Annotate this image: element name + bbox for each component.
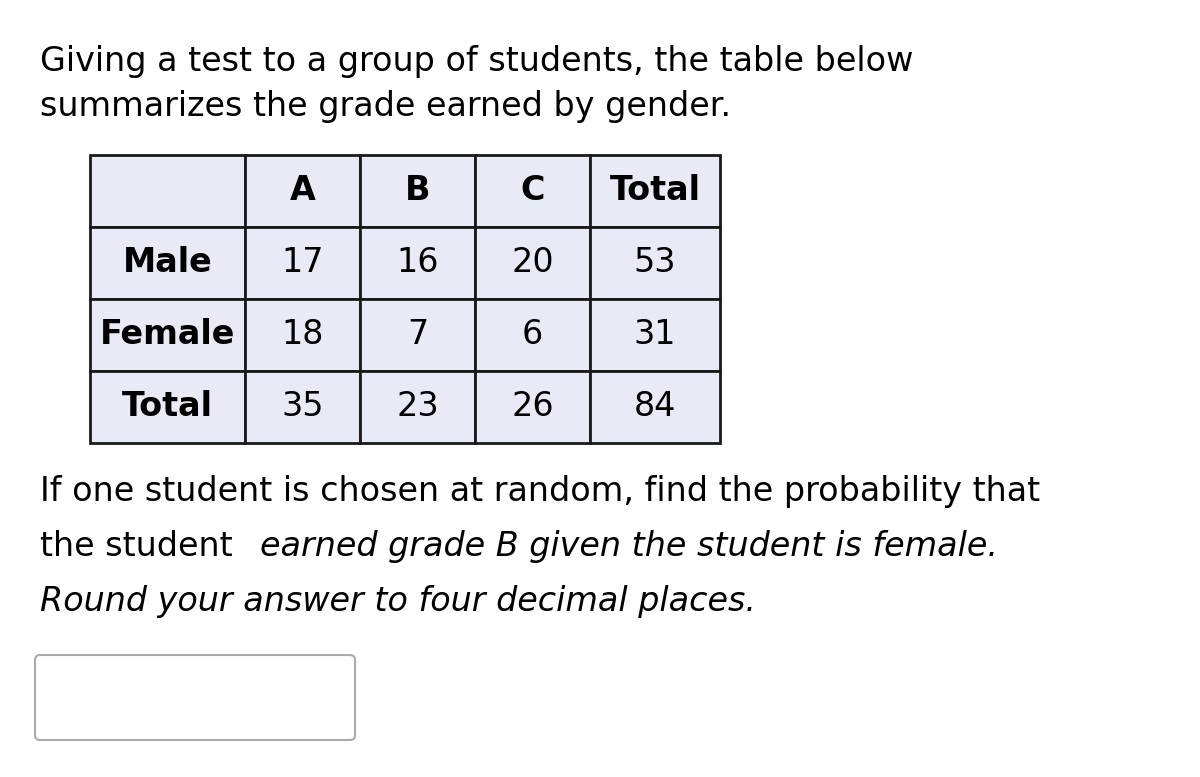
Text: the student: the student [40,530,244,563]
Bar [90,155,245,227]
Bar [475,371,590,443]
Bar [245,227,360,299]
Bar [590,227,720,299]
Bar [475,155,590,227]
Bar [90,371,245,443]
Text: 23: 23 [396,391,439,423]
Text: 26: 26 [511,391,554,423]
Text: If one student is chosen at random, find the probability that: If one student is chosen at random, find… [40,475,1040,508]
Bar [360,371,475,443]
Text: earned grade B given the student is female.: earned grade B given the student is fema… [260,530,998,563]
Text: 20: 20 [511,246,554,280]
FancyBboxPatch shape [35,655,355,740]
Bar [475,299,590,371]
Bar [245,371,360,443]
Text: Giving a test to a group of students, the table below: Giving a test to a group of students, th… [40,45,913,78]
Bar [245,155,360,227]
Text: Male: Male [122,246,212,280]
Text: 31: 31 [634,319,677,351]
Text: Total: Total [122,391,214,423]
Bar [90,299,245,371]
Bar [360,299,475,371]
Text: Female: Female [100,319,235,351]
Bar [590,155,720,227]
Text: 6: 6 [522,319,544,351]
Text: 7: 7 [407,319,428,351]
Bar [360,227,475,299]
Text: Round your answer to four decimal places.: Round your answer to four decimal places… [40,585,756,618]
Text: C: C [521,175,545,207]
Text: B: B [404,175,431,207]
Text: 17: 17 [281,246,324,280]
Bar [360,155,475,227]
Text: summarizes the grade earned by gender.: summarizes the grade earned by gender. [40,90,731,123]
Text: 53: 53 [634,246,677,280]
Bar [475,227,590,299]
Bar [245,299,360,371]
Bar [590,299,720,371]
Text: Total: Total [610,175,701,207]
Bar [90,227,245,299]
Text: 18: 18 [281,319,324,351]
Text: 16: 16 [396,246,439,280]
Text: A: A [289,175,316,207]
Text: 84: 84 [634,391,676,423]
Bar [590,371,720,443]
Text: 35: 35 [281,391,324,423]
